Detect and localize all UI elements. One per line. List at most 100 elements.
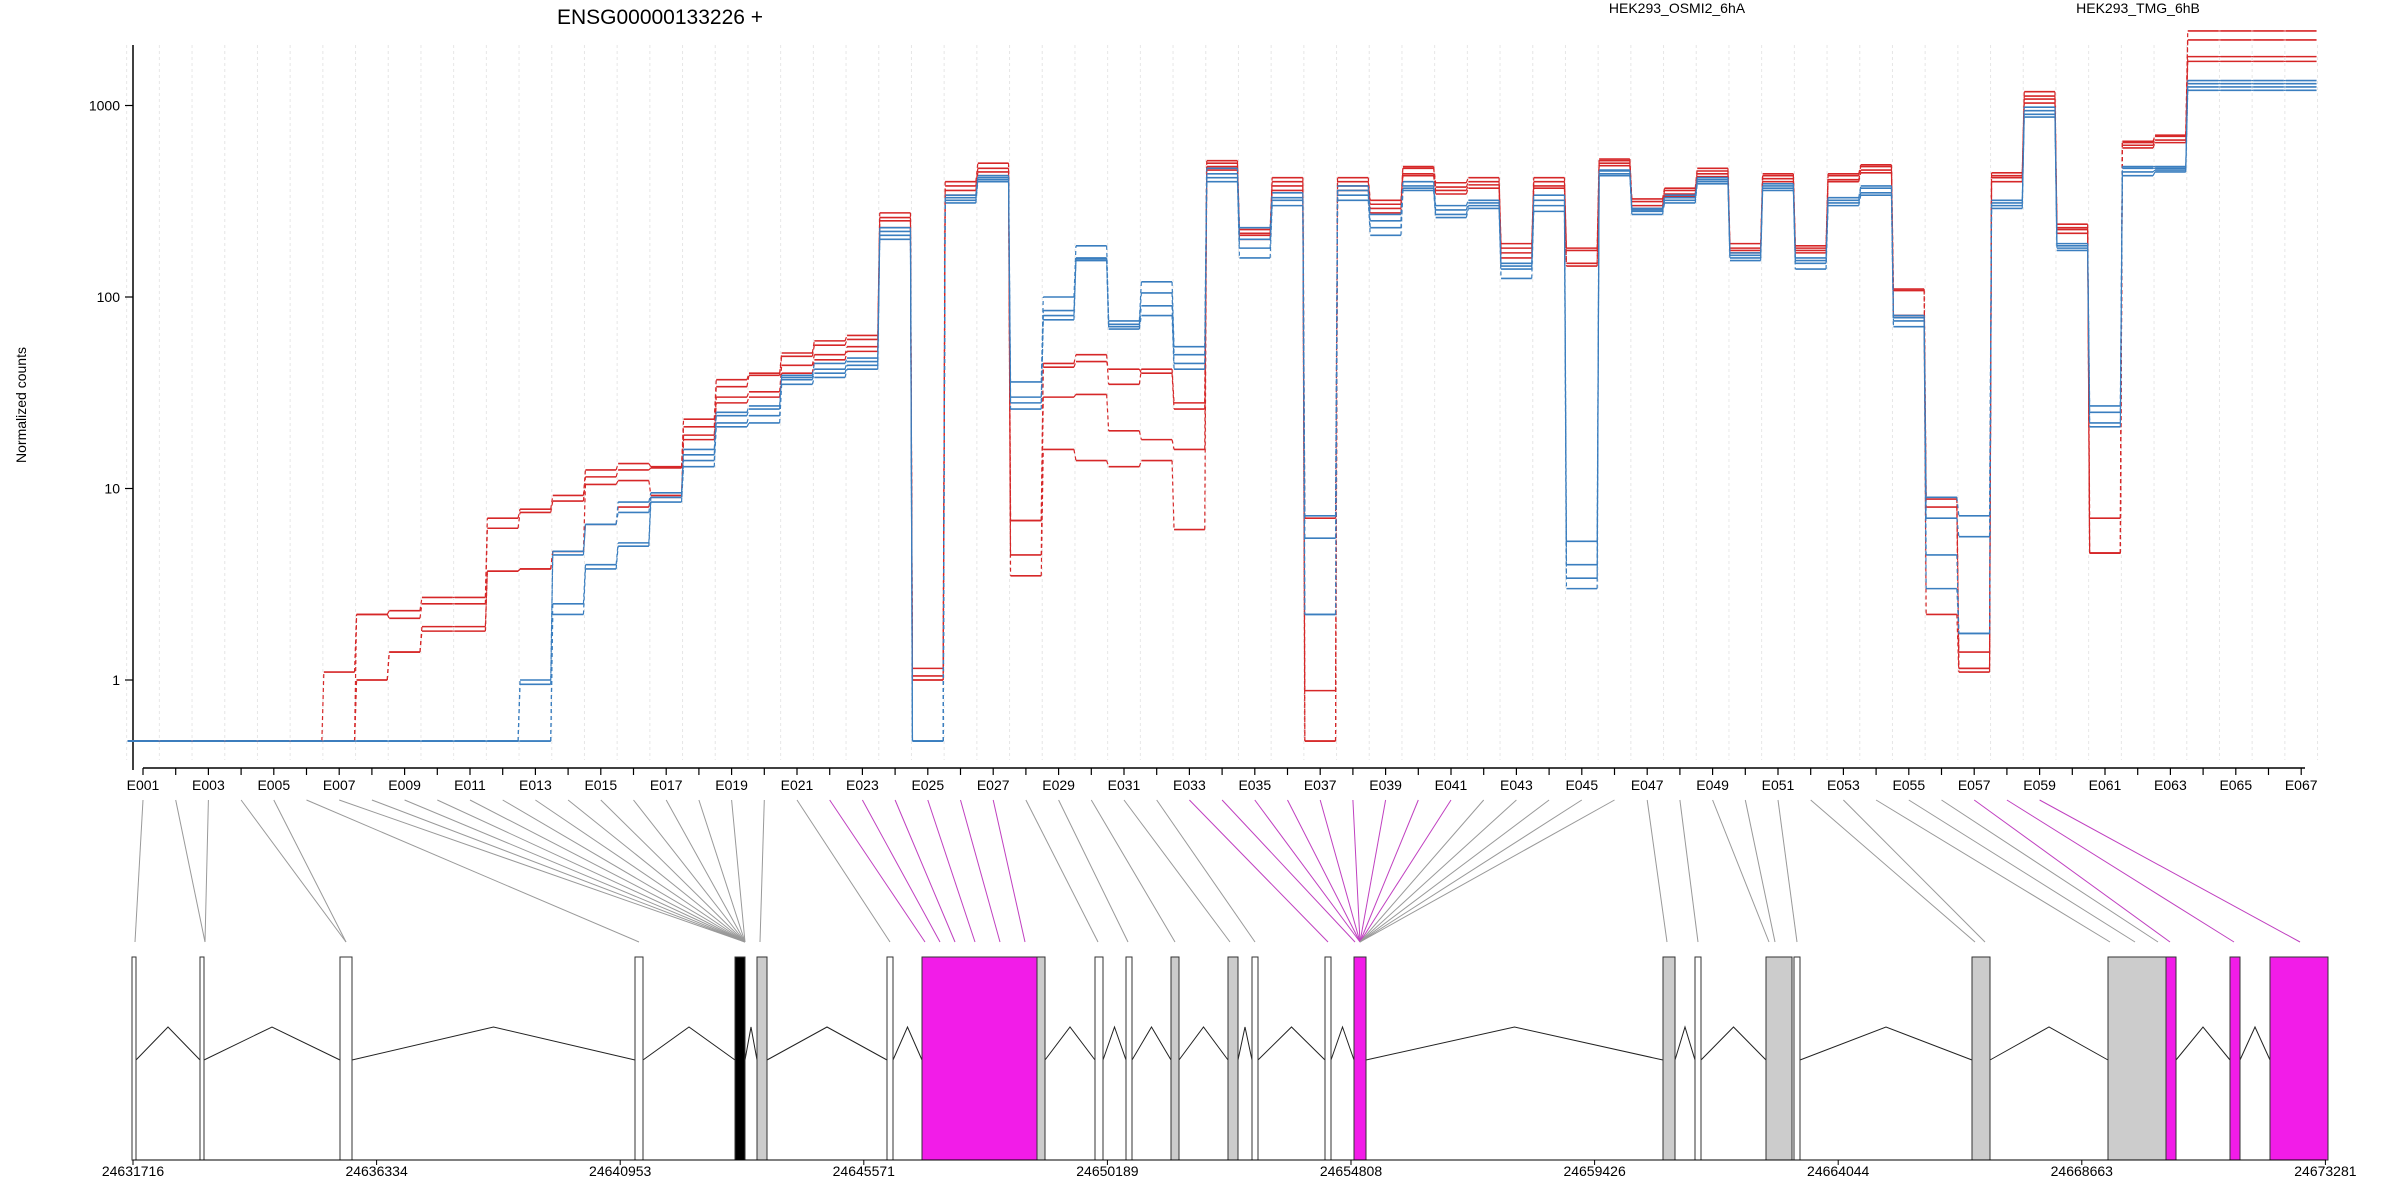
series-connector: [615, 512, 619, 525]
intron-line: [744, 1026, 758, 1061]
series-connector: [1596, 175, 1600, 589]
series-connector: [1269, 205, 1273, 258]
y-ticks: 1 10 100 1000: [89, 98, 133, 688]
series-connector: [1858, 195, 1862, 206]
exon-connector: [1090, 799, 1176, 943]
series-connector: [1236, 181, 1241, 258]
series-connector: [517, 684, 521, 742]
x-tick-label: E065: [2219, 777, 2252, 793]
series-connector: [1138, 430, 1142, 440]
series-connector: [1465, 202, 1469, 211]
series-connector: [1040, 449, 1044, 576]
legend-entry-tmg: HEK293_TMG_6hB: [2076, 0, 2200, 16]
series-connector: [1465, 205, 1469, 215]
series-connector: [844, 351, 848, 360]
series-connector: [615, 469, 619, 478]
series-connector: [582, 469, 587, 496]
exon-connector: [240, 799, 347, 943]
series-connector: [386, 610, 390, 615]
series-connector: [1073, 394, 1077, 398]
series-connector: [648, 480, 652, 496]
intron-line: [1102, 1025, 1127, 1061]
y-tick-label: 1000: [89, 98, 120, 114]
exon-connector: [894, 799, 956, 943]
x-ticks: E001 E003 E005 E007 E009 E011 E013 E015 E017 E019…: [127, 768, 2318, 793]
exon-connector: [1359, 799, 1615, 943]
series-connector: [1465, 208, 1469, 218]
exon-connector: [306, 799, 640, 943]
exon-box: [734, 956, 746, 1161]
exon-box: [1793, 956, 1801, 1161]
exon-connector: [1908, 799, 2136, 943]
series-connector: [1727, 183, 1731, 261]
exon-box: [756, 956, 768, 1161]
series-connector: [1171, 373, 1175, 410]
series-connector: [1138, 292, 1142, 325]
exon-connector: [1287, 799, 1361, 943]
exon-box: [921, 956, 1038, 1161]
exon-connector: [1359, 799, 1583, 943]
series-connector: [648, 492, 652, 503]
series-connector: [517, 509, 521, 519]
x-tick-label: E045: [1565, 777, 1598, 793]
series-connector: [353, 614, 358, 673]
intron-line: [1178, 1026, 1229, 1061]
x-tick-label: E015: [584, 777, 617, 793]
series-connector: [1400, 168, 1404, 205]
exon-connector: [1810, 799, 1976, 943]
series-line: [127, 55, 2317, 742]
series-connector: [484, 571, 488, 627]
exon-connector: [371, 799, 746, 943]
exon-connector: [960, 799, 1001, 943]
series-connector: [517, 512, 521, 529]
series-connector: [680, 466, 685, 503]
genomic-axis-label: 24654808: [1320, 1163, 1383, 1179]
intron-line: [203, 1026, 341, 1061]
series-connector: [779, 352, 783, 374]
exon-connector: [1359, 799, 1419, 943]
series-connector: [550, 500, 554, 513]
series-connector: [2087, 233, 2091, 554]
series-connector: [746, 391, 750, 398]
series-connector: [1988, 208, 1993, 634]
x-tick-label: E023: [846, 777, 879, 793]
exon-box: [886, 956, 894, 1161]
series-connector: [1204, 170, 1208, 530]
x-tick-label: E017: [650, 777, 683, 793]
series-connector: [1890, 192, 1895, 321]
series-connector: [1694, 183, 1698, 203]
exon-box: [634, 956, 644, 1161]
genomic-axis-label: 24659426: [1563, 1163, 1626, 1179]
series-connector: [1858, 188, 1862, 201]
x-tick-label: E059: [2023, 777, 2056, 793]
intron-line: [2239, 1025, 2271, 1061]
genomic-axis-label: 24668663: [2051, 1163, 2114, 1179]
series-connector: [1007, 181, 1012, 410]
series-connector: [2152, 139, 2156, 146]
x-tick-label: E011: [454, 777, 486, 793]
series-connector: [975, 179, 979, 201]
y-tick-label: 10: [104, 481, 120, 497]
series-connector: [942, 202, 946, 742]
series-connector: [582, 524, 587, 552]
series-connector: [811, 359, 815, 374]
series-connector: [550, 551, 554, 681]
x-tick-label: E035: [1238, 777, 1271, 793]
series-connector: [1073, 260, 1077, 320]
series-connector: [615, 480, 619, 485]
exon-connector: [1025, 799, 1099, 943]
exon-connector: [1359, 799, 1387, 943]
series-connector: [1400, 190, 1404, 236]
exon-box: [131, 956, 137, 1161]
series-layer: [127, 30, 2317, 742]
series-connector: [1171, 281, 1175, 347]
x-tick-label: E025: [911, 777, 944, 793]
exon-box: [1765, 956, 1793, 1161]
series-connector: [1498, 208, 1502, 279]
exon-box: [1170, 956, 1180, 1161]
intron-line: [1237, 1026, 1253, 1061]
y-axis-label: Normalized counts: [13, 347, 29, 463]
exon-box: [1251, 956, 1259, 1161]
series-connector: [811, 345, 815, 357]
y-tick-label: 1: [112, 672, 120, 688]
